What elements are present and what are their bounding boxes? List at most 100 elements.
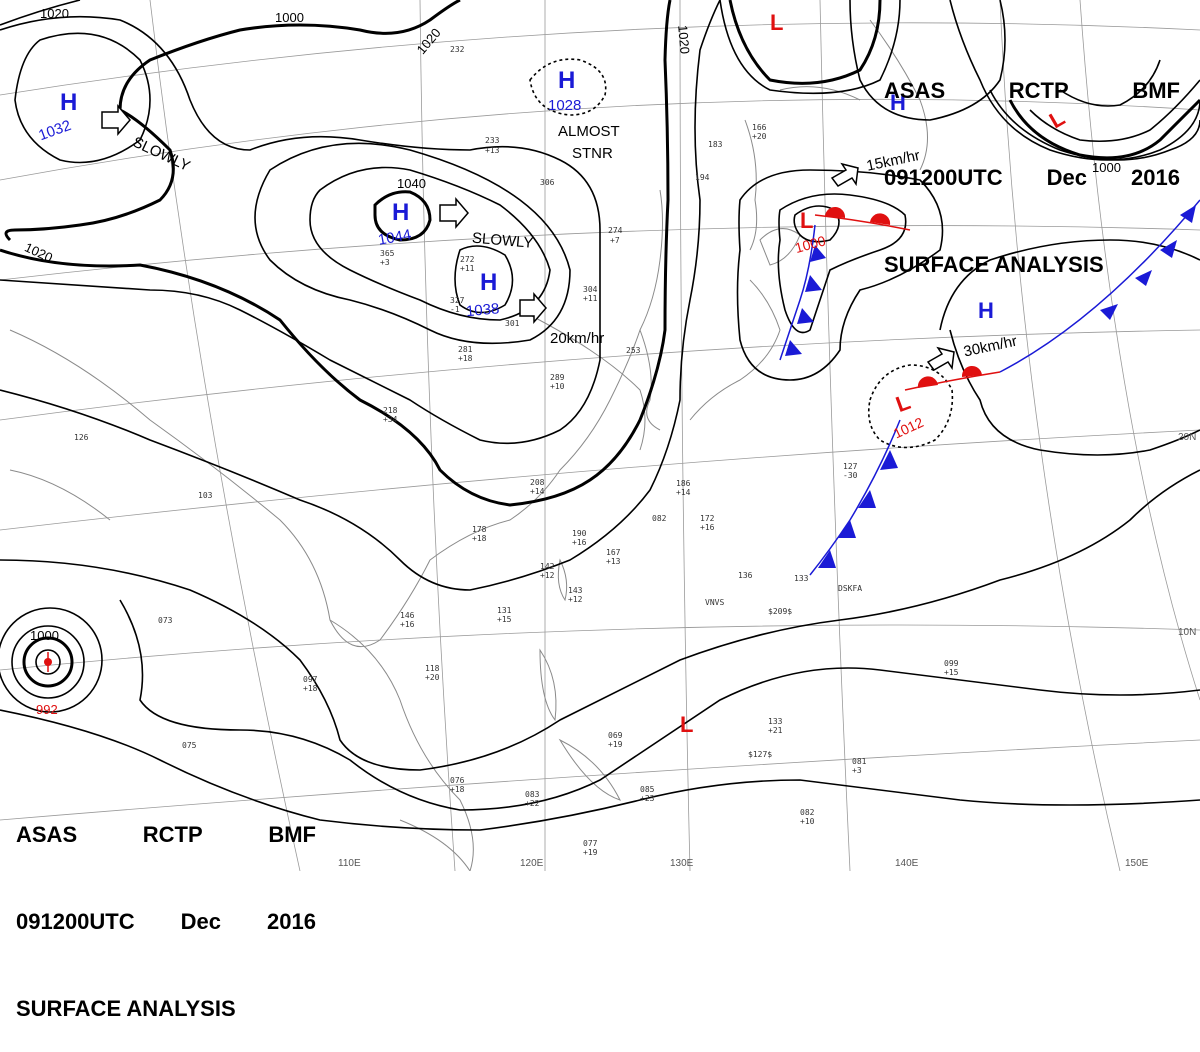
header-line-1: ASAS RCTP BMF	[884, 76, 1180, 105]
china-coast	[519, 309, 646, 451]
station-obs: 126	[74, 433, 89, 442]
header-title: SURFACE ANALYSIS	[884, 252, 1104, 277]
station-obs: -1	[450, 305, 460, 314]
philippines-luzon	[539, 648, 557, 722]
header-code-2: RCTP	[1008, 78, 1069, 103]
station-obs: 253	[626, 346, 641, 355]
header-title: SURFACE ANALYSIS	[16, 996, 236, 1021]
isobar-1020-west	[0, 0, 672, 507]
low-center-letter: L	[892, 389, 913, 417]
graticule-labels: 20N 10N 110E 120E 130E 140E 150E	[338, 432, 1196, 869]
station-obs: 289	[550, 373, 565, 382]
station-obs: 301	[505, 319, 520, 328]
high-center-value: 1032	[36, 117, 73, 144]
station-obs: 327	[450, 296, 465, 305]
station-obs: 218	[383, 406, 398, 415]
isobar-1028-big	[0, 15, 601, 445]
station-observations: 232 233 +13 306 274 +7 365 +3 272 +11 32…	[74, 45, 959, 857]
station-obs: 133	[794, 574, 809, 583]
station-obs: 183	[708, 140, 723, 149]
warm-front-bump	[825, 206, 846, 218]
station-obs: 131	[497, 606, 512, 615]
isobar-ne-3	[989, 89, 1200, 161]
arrow-icon	[519, 291, 547, 325]
isobar-ne-1000	[1008, 98, 1200, 160]
isobar-label: 1000	[1092, 160, 1121, 175]
station-obs: +3	[852, 766, 862, 775]
station-obs: +14	[530, 487, 545, 496]
station-obs: +20	[752, 132, 767, 141]
meridian-150e	[819, 0, 851, 871]
isobar-label: 1020	[22, 240, 55, 266]
philippines-south	[558, 738, 621, 801]
low-center-letter: L	[770, 10, 783, 35]
station-obs: +15	[944, 668, 959, 677]
cold-front-south	[809, 419, 901, 576]
station-obs: +14	[676, 488, 691, 497]
warm-front-east	[904, 371, 1001, 391]
high-center-letter: H	[60, 89, 77, 116]
station-obs: +16	[700, 523, 715, 532]
station-obs: 190	[572, 529, 587, 538]
warm-front-japan	[814, 214, 911, 231]
warm-front-bump	[917, 376, 938, 388]
arrow-icon	[101, 103, 131, 137]
isobar-1008-east	[777, 193, 907, 334]
isobar-low-sw-2	[11, 625, 85, 699]
station-obs: 178	[472, 525, 487, 534]
arrow-icon	[830, 162, 859, 187]
movement-label: ALMOST	[558, 123, 620, 140]
asia-east-coast	[9, 189, 663, 648]
station-obs: 085	[640, 785, 655, 794]
station-obs: +21	[768, 726, 783, 735]
isobar-low-sw-1	[0, 607, 103, 713]
station-obs: +18	[472, 534, 487, 543]
longitude-label: 130E	[670, 858, 694, 869]
meridian-110e	[149, 0, 301, 871]
isobar-1020-ne	[939, 239, 1200, 331]
station-obs: +12	[540, 571, 555, 580]
longitude-label: 150E	[1125, 858, 1149, 869]
station-obs: 208	[530, 478, 545, 487]
header-code-1: ASAS	[16, 822, 78, 847]
cold-front-tooth	[785, 340, 802, 356]
isobar-1040	[373, 190, 432, 242]
cold-front-tooth	[818, 550, 836, 568]
station-obs: 143	[568, 586, 583, 595]
station-obs: 194	[695, 173, 710, 182]
cold-front-ne	[999, 199, 1200, 373]
high-center-value: 1038	[465, 300, 500, 320]
sea-of-okhotsk	[779, 86, 861, 101]
station-obs: +18	[303, 684, 318, 693]
japan-honshu	[689, 279, 781, 421]
station-obs: 233	[485, 136, 500, 145]
isobar-1016-north	[0, 0, 81, 26]
station-obs: -30	[843, 471, 858, 480]
header-month: Dec	[180, 909, 222, 934]
station-obs: 127	[843, 462, 858, 471]
station-obs: 076	[450, 776, 465, 785]
warm-front-bump	[870, 213, 891, 225]
bay	[9, 469, 111, 521]
longitude-label: 110E	[338, 858, 361, 869]
map-header-bottom-left: ASAS RCTP BMF 091200UTC Dec 2016 SURFACE…	[16, 762, 316, 1052]
meridian-140e	[679, 0, 691, 871]
indochina	[329, 619, 474, 871]
station-obs: +18	[458, 354, 473, 363]
taiwan	[557, 558, 568, 602]
cold-front-tooth	[1180, 205, 1196, 223]
kamchatka	[869, 19, 928, 171]
isobar-label: 1000	[275, 10, 304, 25]
station-obs: +11	[460, 264, 475, 273]
station-obs: +19	[608, 740, 623, 749]
isobar-1020-east	[728, 0, 882, 85]
isobar-label: 1020	[675, 24, 692, 54]
station-obs: 118	[425, 664, 440, 673]
header-month: Dec	[1046, 165, 1088, 190]
low-center-symbol	[44, 652, 52, 672]
meridians	[149, 0, 1200, 871]
header-year: 2016	[1131, 165, 1180, 190]
arrow-icon	[926, 346, 955, 371]
station-obs: 146	[400, 611, 415, 620]
station-obs: +10	[550, 382, 565, 391]
